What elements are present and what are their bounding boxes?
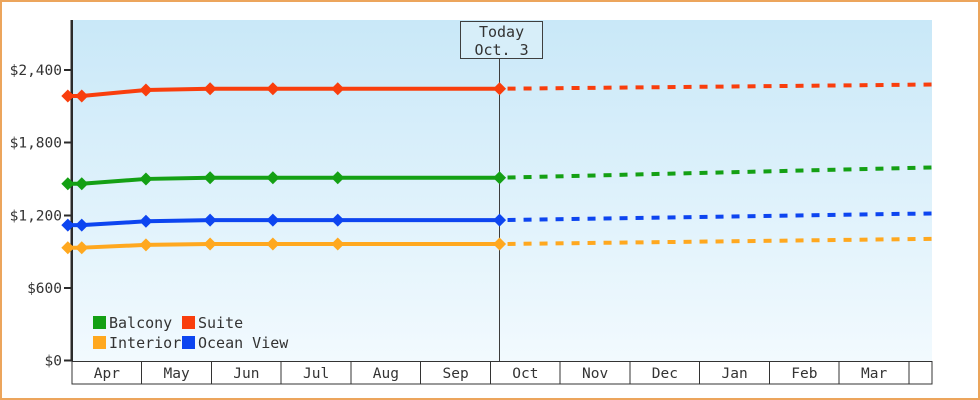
data-point-marker-ocean-view — [331, 213, 345, 227]
month-label: Feb — [791, 366, 817, 382]
data-point-marker-balcony — [266, 171, 280, 185]
y-axis-tick — [64, 141, 72, 144]
data-point-marker-ocean-view — [493, 213, 507, 227]
data-point-marker-interior — [61, 241, 75, 255]
data-point-marker-interior — [75, 241, 89, 255]
data-point-marker-suite — [331, 82, 345, 96]
data-point-marker-ocean-view — [203, 213, 217, 227]
y-axis-tick — [64, 69, 72, 71]
today-annotation-title: Today — [478, 23, 525, 41]
legend-swatch — [93, 336, 106, 349]
data-point-marker-ocean-view — [139, 214, 153, 228]
data-point-marker-balcony — [139, 172, 153, 186]
month-label: Jan — [722, 366, 748, 382]
month-label: Apr — [94, 366, 120, 382]
month-label: Oct — [512, 366, 538, 382]
data-point-marker-suite — [203, 82, 217, 96]
series-forecast-line-interior — [499, 236, 933, 247]
y-axis-tick-label: $1,200 — [10, 208, 62, 224]
data-point-marker-ocean-view — [266, 213, 280, 227]
legend-swatch — [182, 336, 195, 349]
series-forecast-line-balcony — [499, 165, 933, 180]
data-point-marker-ocean-view — [75, 218, 89, 232]
data-point-marker-suite — [493, 82, 507, 96]
data-point-marker-suite — [75, 89, 89, 103]
y-axis-tick — [64, 359, 72, 362]
data-point-marker-balcony — [493, 171, 507, 185]
data-point-marker-interior — [493, 237, 507, 251]
month-axis-strip — [71, 361, 933, 385]
plot-background — [72, 20, 932, 362]
series-forecast-line-ocean-view — [499, 211, 933, 223]
data-point-marker-suite — [61, 89, 75, 103]
y-axis-tick — [64, 214, 72, 217]
month-label: Jun — [233, 366, 259, 382]
month-label: Sep — [443, 366, 469, 382]
data-point-marker-interior — [331, 237, 345, 251]
today-annotation-date: Oct. 3 — [474, 41, 529, 59]
legend-swatch — [182, 316, 195, 329]
legend-label: Ocean View — [198, 334, 289, 352]
data-point-marker-balcony — [331, 171, 345, 185]
legend-label: Interior — [109, 334, 181, 352]
today-annotation-box: Today Oct. 3 — [460, 21, 544, 59]
legend-swatch — [93, 316, 106, 329]
legend-label: Suite — [198, 314, 243, 332]
data-point-marker-interior — [139, 238, 153, 252]
month-label: Nov — [582, 366, 608, 382]
data-point-marker-balcony — [75, 177, 89, 191]
y-axis-tick-label: $0 — [45, 354, 62, 370]
y-axis-tick — [64, 286, 72, 289]
data-point-marker-ocean-view — [61, 218, 75, 232]
data-point-marker-suite — [266, 82, 280, 96]
legend-label: Balcony — [109, 314, 172, 332]
y-axis-tick-label: $2,400 — [10, 63, 62, 79]
series-forecast-line-suite — [499, 82, 933, 91]
month-label: Dec — [652, 366, 678, 382]
y-axis-tick-label: $1,800 — [10, 136, 62, 152]
month-label: Mar — [861, 366, 887, 382]
data-point-marker-balcony — [203, 171, 217, 185]
month-label: Aug — [373, 366, 399, 382]
data-point-marker-suite — [139, 83, 153, 97]
month-label: Jul — [303, 366, 329, 382]
month-label: May — [164, 366, 190, 382]
y-axis-tick-label: $600 — [27, 281, 62, 297]
data-point-marker-interior — [266, 237, 280, 251]
data-point-marker-balcony — [61, 177, 75, 191]
data-point-marker-interior — [203, 237, 217, 251]
